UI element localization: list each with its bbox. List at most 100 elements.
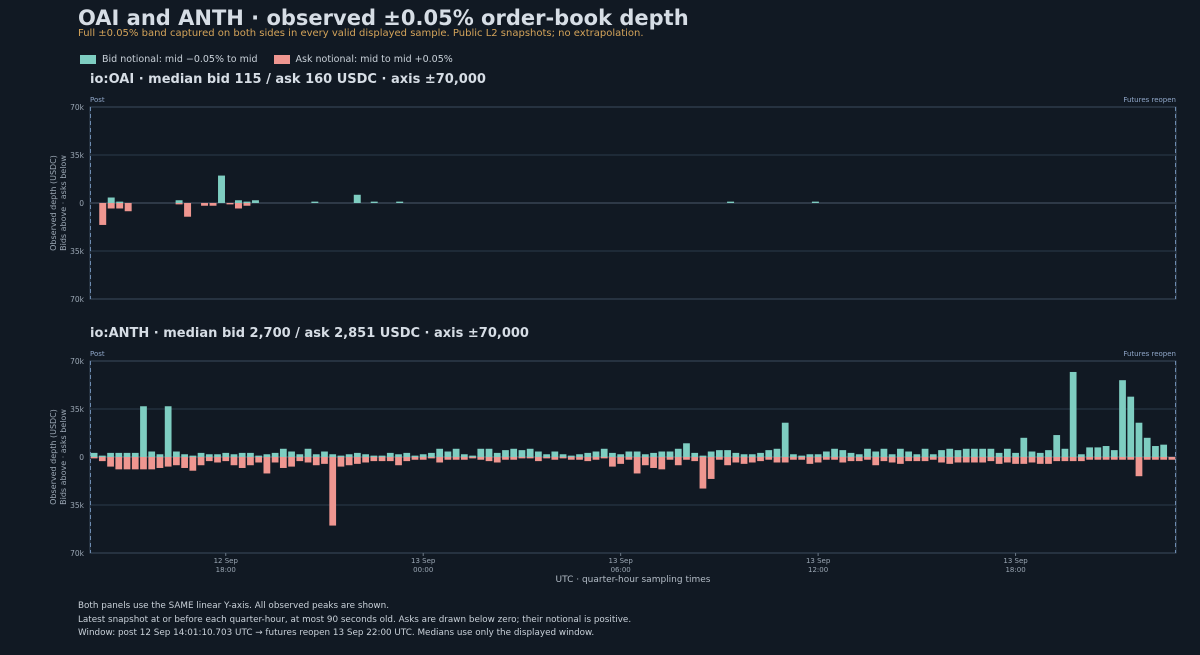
bid-bar-oai <box>370 201 378 203</box>
bid-bar-anth <box>1152 446 1159 457</box>
ask-bar-anth <box>765 457 773 460</box>
ask-bar-anth <box>395 457 402 466</box>
ask-bar-anth <box>995 457 1003 464</box>
ask-bar-anth <box>1160 457 1168 460</box>
bid-bar-anth <box>822 451 830 457</box>
y-tick-label-anth: 35k <box>70 405 85 414</box>
ask-bar-anth <box>197 457 205 466</box>
bid-bar-anth <box>419 454 427 457</box>
ask-bar-anth <box>600 457 608 459</box>
ask-bar-anth <box>617 457 625 464</box>
x-tick-label: 18:00 <box>216 566 236 574</box>
bid-bar-oai <box>727 201 735 203</box>
x-tick-label: 06:00 <box>611 566 631 574</box>
ask-bar-anth <box>173 457 180 466</box>
bid-bar-anth <box>140 406 147 457</box>
ask-bar-anth <box>1168 457 1176 460</box>
ask-bar-anth <box>1003 457 1011 463</box>
bid-bar-anth <box>378 455 386 457</box>
ask-bar-anth <box>510 457 518 460</box>
ask-bar-anth <box>247 457 254 466</box>
bid-bar-anth <box>814 454 822 457</box>
bid-bar-anth <box>148 451 156 457</box>
bid-bar-anth <box>757 452 764 457</box>
bid-bar-anth <box>123 452 131 457</box>
ask-bar-anth <box>288 457 295 467</box>
ask-bar-anth <box>1020 457 1028 464</box>
bid-bar-anth <box>617 454 625 457</box>
bid-bar-anth <box>1053 435 1061 457</box>
y-tick-label-anth: 0 <box>79 453 84 462</box>
ask-bar-anth <box>1036 457 1044 464</box>
ask-bar-anth <box>757 457 764 462</box>
footnote: Latest snapshot at or before each quarte… <box>78 614 632 625</box>
ask-bar-anth <box>107 457 114 467</box>
ask-bar-anth <box>238 457 246 468</box>
bid-bar-anth <box>995 452 1003 457</box>
ask-bar-anth <box>378 457 386 462</box>
bid-bar-anth <box>929 454 937 457</box>
ask-bar-anth <box>658 457 666 470</box>
ask-bar-anth <box>428 457 435 459</box>
x-tick-label: 12 Sep <box>214 557 239 565</box>
ask-bar-anth <box>436 457 444 463</box>
ask-bar-anth <box>90 457 98 459</box>
bid-bar-anth <box>214 454 221 457</box>
ask-bar-anth <box>913 457 921 462</box>
bid-bar-anth <box>987 448 995 457</box>
bid-bar-anth <box>798 455 806 457</box>
bid-bar-anth <box>1094 447 1102 457</box>
ask-bar-anth <box>1127 457 1135 460</box>
bid-bar-anth <box>1135 422 1143 457</box>
ask-bar-anth <box>1045 457 1052 464</box>
ask-bar-anth <box>354 457 361 464</box>
ask-bar-anth <box>1102 457 1110 460</box>
bid-bar-anth <box>238 452 246 457</box>
bid-bar-anth <box>584 452 592 457</box>
bid-bar-anth <box>633 451 641 457</box>
bid-bar-anth <box>897 448 904 457</box>
bid-bar-anth <box>971 448 978 457</box>
bid-bar-anth <box>888 454 896 457</box>
bid-bar-anth <box>304 448 312 457</box>
ask-bar-anth <box>707 457 715 479</box>
ask-bar-anth <box>971 457 978 463</box>
ask-bar-anth <box>131 457 139 470</box>
bid-bar-anth <box>1020 437 1028 457</box>
ask-bar-anth <box>806 457 814 464</box>
bid-bar-anth <box>674 448 682 457</box>
x-tick-label: 18:00 <box>1005 566 1025 574</box>
bid-bar-anth <box>403 452 411 457</box>
bid-bar-anth <box>1143 437 1151 457</box>
bid-bar-anth <box>913 454 921 457</box>
ask-bar-anth <box>1119 457 1126 460</box>
bid-bar-anth <box>855 454 863 457</box>
ask-bar-anth <box>954 457 962 463</box>
bid-bar-anth <box>576 454 583 457</box>
bid-bar-anth <box>1119 380 1126 457</box>
bid-bar-oai <box>311 201 319 203</box>
ask-bar-anth <box>855 457 863 462</box>
ask-bar-oai <box>99 203 107 225</box>
bid-bar-anth <box>181 454 188 457</box>
ask-bar-oai <box>209 203 217 206</box>
ask-bar-anth <box>296 457 304 462</box>
bid-bar-anth <box>197 452 205 457</box>
ask-bar-anth <box>181 457 188 468</box>
bid-bar-anth <box>164 406 172 457</box>
ask-bar-anth <box>140 457 147 470</box>
x-tick-label: 13 Sep <box>1003 557 1028 565</box>
bid-bar-anth <box>946 448 954 457</box>
y-tick-label-oai: 70k <box>70 103 85 112</box>
ask-bar-anth <box>214 457 221 463</box>
ask-bar-oai <box>175 203 183 205</box>
legend-item-ask: Ask notional: mid to mid +0.05% <box>273 54 453 65</box>
bid-bar-anth <box>263 454 271 457</box>
ask-bar-anth <box>321 457 328 464</box>
bid-bar-anth <box>436 448 444 457</box>
bid-bar-anth <box>271 452 279 457</box>
ask-bar-anth <box>337 457 345 467</box>
ask-bar-anth <box>230 457 238 466</box>
ask-bar-anth <box>716 457 723 460</box>
bid-bar-anth <box>691 452 699 457</box>
